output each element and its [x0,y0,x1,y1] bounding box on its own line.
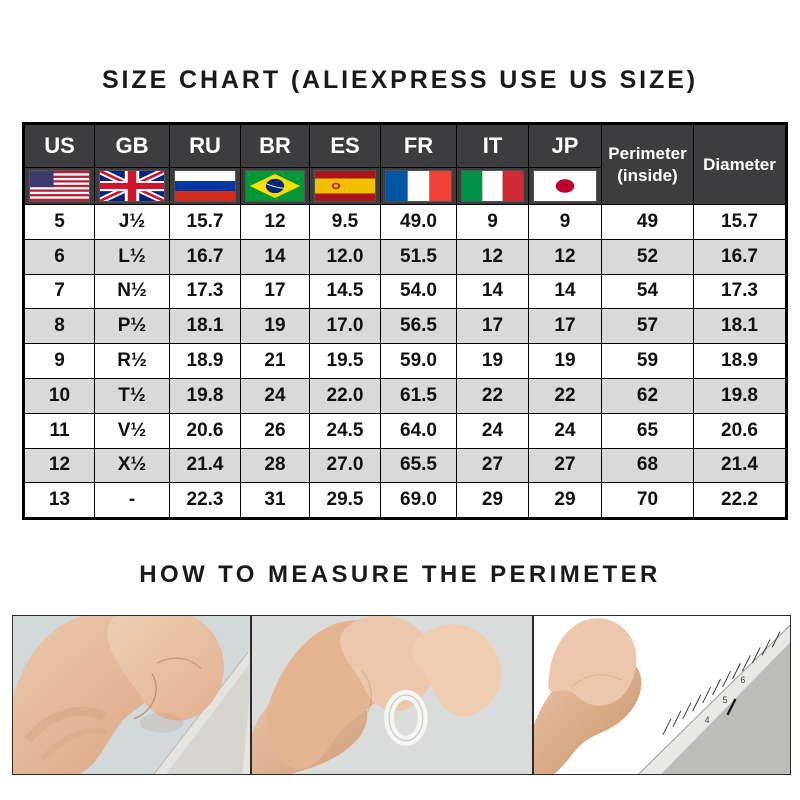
svg-text:5: 5 [723,695,728,705]
svg-text:6: 6 [740,675,745,685]
svg-text:4: 4 [705,715,710,725]
